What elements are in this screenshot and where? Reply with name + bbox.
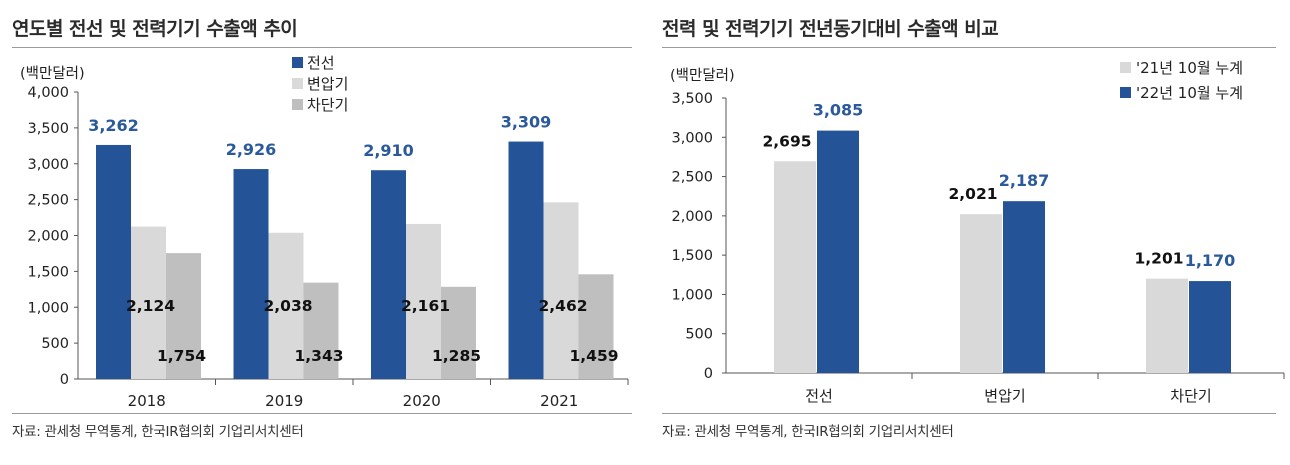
right-bar-0: [1146, 278, 1188, 373]
left-y-tick: 1,500: [27, 264, 69, 280]
left-data-label-0: 3,262: [88, 116, 139, 135]
left-bar-chart: (백만달러) 0 500 1,000 1,500 2,000 2,500 3,000 3,500…: [20, 54, 629, 410]
right-chart-title: 전력 및 전력기기 전년동기대비 수출액 비교: [662, 18, 999, 40]
left-data-label-2: 1,459: [569, 347, 618, 365]
left-data-label-1: 2,038: [263, 297, 312, 315]
right-y-tick: 3,000: [671, 130, 713, 146]
right-y-tick: 0: [704, 366, 713, 382]
right-bar-1: [1003, 201, 1045, 373]
left-y-tick: 0: [60, 372, 69, 388]
left-legend-swatch-0: [292, 57, 303, 68]
left-y-tick: 2,500: [27, 193, 69, 209]
left-legend-label-0: 전선: [307, 54, 335, 72]
left-legend-label-1: 변압기: [307, 75, 348, 93]
left-data-label-0: 3,309: [501, 113, 552, 132]
left-data-label-1: 2,462: [538, 297, 587, 315]
right-legend-label-0: '21년 10월 누계: [1136, 59, 1243, 77]
right-y-tick: 500: [685, 327, 713, 343]
left-y-unit-label: (백만달러): [20, 65, 85, 82]
left-data-label-0: 2,926: [226, 140, 277, 159]
left-x-tick-label: 2020: [403, 392, 441, 410]
left-bar-1: [268, 232, 304, 379]
left-bar-1: [543, 202, 579, 379]
right-bar-0: [960, 214, 1002, 373]
left-y-tick: 1,000: [27, 300, 69, 316]
left-chart-panel: 연도별 전선 및 전력기기 수출액 추이 (백만달러) 0 500 1,000 1,50…: [0, 0, 640, 465]
right-x-tick-label: 차단기: [1170, 387, 1211, 405]
left-bar-2: [303, 282, 339, 379]
right-data-label-1: 3,085: [813, 101, 864, 120]
left-bar-0: [508, 141, 544, 379]
right-legend-label-1: '22년 10월 누계: [1136, 84, 1243, 102]
right-y-unit-label: (백만달러): [670, 67, 735, 84]
right-data-label-1: 1,170: [1185, 251, 1236, 270]
left-y-tick: 4,000: [27, 85, 69, 101]
left-source-divider: [12, 413, 632, 414]
left-data-label-2: 1,285: [432, 347, 481, 365]
left-x-tick-label: 2019: [265, 392, 303, 410]
right-title-divider: [662, 47, 1276, 48]
right-data-label-0: 1,201: [1134, 250, 1183, 268]
right-data-label-0: 2,021: [948, 185, 997, 203]
left-data-label-1: 2,124: [126, 297, 175, 315]
left-source-note: 자료: 관세청 무역통계, 한국IR협의회 기업리서치센터: [12, 424, 304, 440]
left-bar-1: [131, 226, 166, 379]
left-title-divider: [12, 47, 632, 48]
left-y-tick: 3,500: [27, 121, 69, 137]
right-data-label-0: 2,695: [762, 132, 811, 150]
left-y-tick: 3,000: [27, 157, 69, 173]
left-x-tick-label: 2018: [128, 392, 166, 410]
left-data-label-2: 1,754: [157, 347, 206, 365]
left-legend-label-2: 차단기: [307, 96, 348, 114]
left-x-tick-label: 2021: [540, 392, 578, 410]
right-source-note: 자료: 관세청 무역통계, 한국IR협의회 기업리서치센터: [662, 424, 954, 440]
left-bar-1: [406, 223, 441, 379]
left-bar-2: [441, 286, 476, 379]
right-legend-swatch-0: [1120, 62, 1131, 73]
left-legend-swatch-1: [292, 78, 303, 89]
left-bar-0: [371, 170, 406, 379]
left-chart-title: 연도별 전선 및 전력기기 수출액 추이: [12, 18, 298, 40]
left-data-label-1: 2,161: [401, 297, 450, 315]
left-data-label-0: 2,910: [363, 141, 414, 160]
right-y-tick: 2,000: [671, 209, 713, 225]
right-y-tick: 1,000: [671, 287, 713, 303]
right-x-tick-label: 전선: [805, 387, 833, 405]
right-bar-1: [817, 130, 859, 373]
right-bar-chart: (백만달러) 0 500 1,000 1,500 2,000 2,500 3,000 3,500…: [670, 59, 1285, 405]
right-y-tick: 1,500: [671, 248, 713, 264]
right-bar-1: [1189, 281, 1231, 373]
right-legend-swatch-1: [1120, 87, 1131, 98]
left-y-tick: 500: [41, 336, 69, 352]
right-y-tick: 2,500: [671, 170, 713, 186]
left-bar-0: [96, 144, 131, 379]
right-y-tick: 3,500: [671, 91, 713, 107]
left-data-label-2: 1,343: [294, 347, 343, 365]
right-data-label-1: 2,187: [999, 171, 1050, 190]
left-bar-2: [578, 274, 614, 379]
right-bar-0: [774, 161, 816, 373]
left-bar-2: [166, 253, 201, 379]
right-chart-panel: 전력 및 전력기기 전년동기대비 수출액 비교 (백만달러) 0 500 1,000 1…: [654, 0, 1290, 465]
right-x-tick-label: 변압기: [984, 387, 1025, 405]
left-legend-swatch-2: [292, 99, 303, 110]
right-source-divider: [662, 413, 1276, 414]
left-bar-0: [233, 169, 269, 379]
left-y-tick: 2,000: [27, 229, 69, 245]
